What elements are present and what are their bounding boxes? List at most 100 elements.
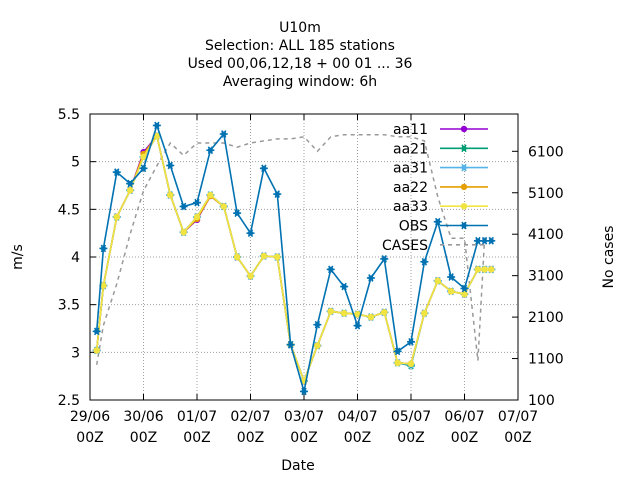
data-point xyxy=(340,310,348,317)
data-point-ray xyxy=(463,284,468,289)
x-tick-label-time: 00Z xyxy=(397,430,424,446)
data-point xyxy=(152,121,161,130)
data-point xyxy=(259,164,268,173)
legend-label: OBS xyxy=(399,219,428,235)
legend-label: aa22 xyxy=(393,180,428,196)
data-point-ray xyxy=(396,347,401,352)
x-tick-label: 29/06 xyxy=(70,409,110,425)
x-tick-label-time: 00Z xyxy=(344,430,371,446)
series-aa31 xyxy=(92,132,496,385)
y2-tick-label: 4100 xyxy=(528,227,564,243)
data-point xyxy=(273,190,282,198)
title-line: Averaging window: 6h xyxy=(223,74,377,90)
data-point-ray xyxy=(116,168,120,173)
data-point xyxy=(193,213,201,221)
y-tick-label: 3 xyxy=(71,345,80,361)
data-point xyxy=(274,253,281,261)
y2-tick-label: 6100 xyxy=(528,144,564,160)
data-point xyxy=(246,229,255,238)
x-tick-label-time: 00Z xyxy=(504,430,531,446)
data-point xyxy=(461,290,468,298)
y-tick-label: 4 xyxy=(71,250,80,266)
legend-label: aa31 xyxy=(393,161,428,177)
data-point xyxy=(433,217,442,226)
y2-tick-label: 100 xyxy=(528,393,555,409)
y2-tick-label: 3100 xyxy=(528,269,564,285)
x-tick-label: 04/07 xyxy=(337,409,377,425)
data-point xyxy=(460,125,468,133)
data-point-ray xyxy=(423,257,428,263)
data-point-ray xyxy=(142,164,147,169)
series-aa21 xyxy=(92,132,496,385)
data-point xyxy=(92,327,101,336)
y2-tick-label: 2100 xyxy=(528,310,564,326)
y2-tick-label: 5100 xyxy=(528,186,564,202)
data-point xyxy=(380,255,389,263)
series-obs xyxy=(92,121,496,396)
data-point-ray xyxy=(343,282,347,287)
data-point-ray xyxy=(437,217,441,223)
data-point-ray xyxy=(236,209,240,214)
data-point xyxy=(460,221,468,230)
data-point xyxy=(139,164,148,173)
y-axis-label: m/s xyxy=(10,244,26,270)
x-tick-label: 05/07 xyxy=(391,409,431,425)
data-point xyxy=(481,266,488,273)
title-line: Used 00,06,12,18 + 00 01 ... 36 xyxy=(188,56,413,72)
data-point-ray xyxy=(477,236,481,242)
data-point xyxy=(233,209,242,218)
data-point-ray xyxy=(129,179,133,184)
series-line xyxy=(95,133,492,384)
data-point xyxy=(460,163,468,172)
data-point xyxy=(314,342,321,349)
x-tick-label-time: 00Z xyxy=(183,430,210,446)
legend-label: aa33 xyxy=(393,199,428,215)
data-point-ray xyxy=(356,321,361,327)
data-point xyxy=(434,277,441,285)
legend-label: aa21 xyxy=(393,141,428,157)
data-point xyxy=(394,359,401,367)
data-point xyxy=(300,387,308,396)
legend-label: CASES xyxy=(382,238,428,254)
title-line: Selection: ALL 185 stations xyxy=(205,38,395,54)
data-point xyxy=(126,179,135,188)
data-point xyxy=(480,236,489,245)
data-point xyxy=(460,203,468,210)
data-point xyxy=(313,320,322,329)
y2-tick-label: 1100 xyxy=(528,352,564,368)
data-point xyxy=(421,310,428,317)
data-point-ray xyxy=(102,244,107,249)
data-point xyxy=(407,337,415,346)
data-point-ray xyxy=(249,229,254,234)
data-point xyxy=(207,191,214,199)
x-tick-label-time: 00Z xyxy=(237,430,264,446)
data-point xyxy=(167,191,174,199)
grid xyxy=(90,114,518,400)
data-point xyxy=(340,282,349,291)
data-point xyxy=(447,273,456,281)
data-point xyxy=(100,282,107,289)
data-point xyxy=(381,309,388,316)
data-point-ray xyxy=(483,236,488,242)
data-point xyxy=(99,244,108,253)
data-point-ray xyxy=(156,121,160,126)
data-point-ray xyxy=(330,265,334,270)
x-tick-label: 07/07 xyxy=(498,409,538,425)
data-point xyxy=(126,187,134,194)
data-point-ray xyxy=(316,320,321,326)
data-point-ray xyxy=(95,327,100,332)
data-point xyxy=(179,202,188,211)
data-point xyxy=(113,213,120,221)
series-line-cases xyxy=(95,133,492,365)
data-point xyxy=(354,311,361,318)
y-tick-label: 3.5 xyxy=(58,298,80,314)
data-point xyxy=(366,274,375,282)
x-tick-label: 02/07 xyxy=(230,409,270,425)
series-line xyxy=(95,122,492,392)
data-point-ray xyxy=(276,190,280,195)
x-tick-label-time: 00Z xyxy=(130,430,157,446)
data-point xyxy=(220,203,227,210)
data-point xyxy=(460,144,468,153)
data-point xyxy=(166,161,175,170)
